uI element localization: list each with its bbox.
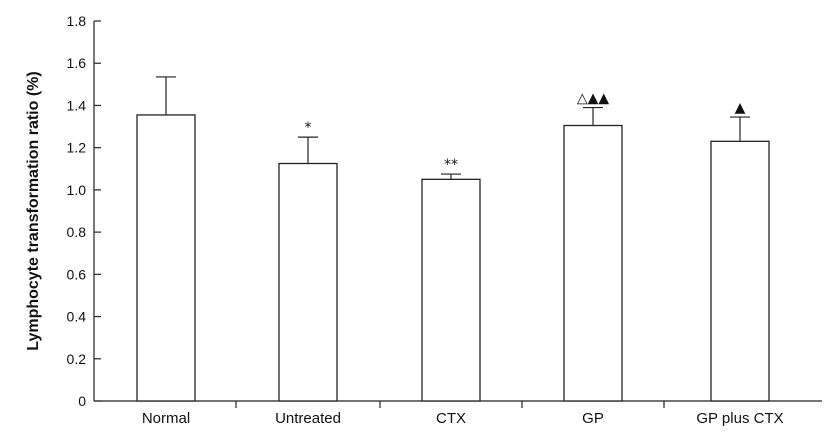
bar-normal [136,114,196,402]
y-tick-label: 1.2 [67,140,87,156]
x-tick-label: GP plus CTX [696,410,783,427]
y-tick-label: 0 [78,393,86,409]
y-tick-label: 0.4 [67,309,87,325]
y-axis-label: Lymphocyte transformation ratio (%) [25,71,42,350]
axes [93,20,822,408]
y-tick-label: 0.6 [67,266,87,282]
y-tick-label: 1.6 [67,55,87,71]
bar-gp [563,124,623,402]
significance-marker: ▲ [735,100,746,116]
x-tick-label: Untreated [275,410,341,427]
y-tick-label: 1.8 [67,13,87,29]
significance-marker: ** [444,157,458,173]
y-tick-label: 0.2 [67,351,87,367]
x-tick-label: CTX [436,410,466,427]
x-tick-label: Normal [142,410,190,427]
y-tick-label: 1.4 [67,97,87,113]
bars [136,76,770,402]
significance-marker: * [305,120,312,136]
bar-untreated [278,162,338,402]
y-tick-label: 1.0 [67,182,87,198]
bar-gp-plus-ctx [710,140,770,402]
bar-ctx [421,178,481,402]
labels: 0 0.2 0.4 0.6 0.8 1.0 1.2 1.4 1.6 1.8 Normal * Untre… [67,13,784,427]
significance-marker: △▲▲ [577,91,610,107]
x-tick-label: GP [582,410,604,427]
y-tick-label: 0.8 [67,224,87,240]
